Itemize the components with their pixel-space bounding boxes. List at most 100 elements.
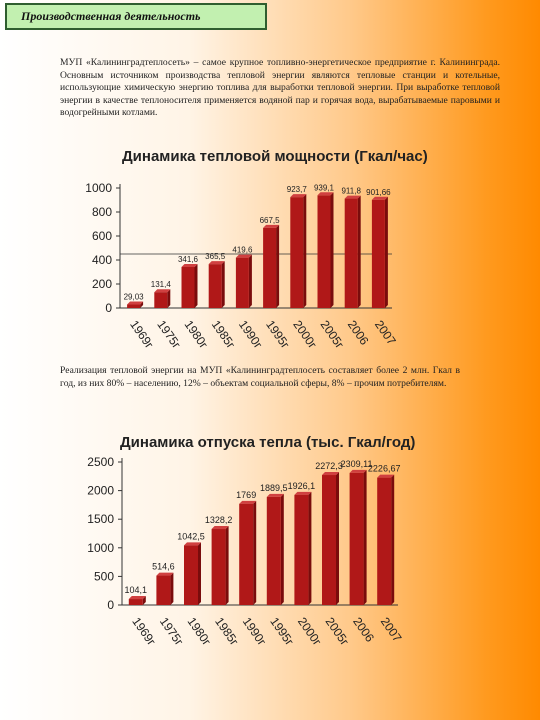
bar-side: [170, 572, 174, 605]
bar-top: [154, 289, 171, 293]
bar: [184, 545, 198, 605]
bar-top: [235, 254, 252, 258]
section-title: Производственная деятельность: [21, 9, 201, 23]
bar-side: [308, 491, 312, 605]
bar: [377, 477, 392, 605]
data-label: 911,8: [341, 187, 361, 196]
y-tick-label: 1000: [87, 541, 114, 555]
data-label: 419,6: [232, 246, 253, 255]
bar: [211, 529, 226, 605]
bar: [154, 292, 168, 308]
y-tick-label: 400: [92, 253, 112, 267]
category-label: 1969г: [129, 615, 159, 649]
chart-1-title: Динамика тепловой мощности (Гкал/час): [122, 148, 428, 165]
bar: [371, 199, 385, 308]
bar-top: [263, 224, 280, 228]
data-label: 1926,1: [288, 481, 316, 491]
bar-side: [357, 195, 361, 308]
bar: [349, 472, 364, 605]
bar: [322, 475, 336, 605]
bar-top: [317, 192, 334, 196]
data-label: 2226,67: [368, 464, 401, 474]
y-tick-label: 200: [92, 277, 112, 291]
y-tick-label: 800: [92, 205, 112, 219]
bar-side: [194, 264, 198, 308]
bar-top: [184, 542, 201, 546]
section-header: Производственная деятельность: [5, 3, 267, 30]
category-label: 1990г: [240, 615, 270, 649]
data-label: 1889,5: [260, 483, 288, 493]
data-label: 923,7: [287, 185, 308, 194]
bar-side: [336, 472, 339, 605]
y-tick-label: 1000: [85, 181, 112, 195]
intro-paragraph: МУП «Калининградтеплосеть» – самое крупн…: [60, 57, 500, 119]
y-tick-label: 0: [105, 301, 112, 315]
y-tick-label: 600: [92, 229, 112, 243]
bar-side: [391, 474, 395, 605]
bar-top: [211, 526, 229, 530]
bar-side: [253, 500, 257, 605]
bar-side: [248, 254, 252, 308]
bar-side: [330, 192, 334, 308]
bar-side: [363, 469, 367, 605]
bar-side: [142, 596, 146, 605]
bar-top: [266, 493, 284, 497]
bar: [239, 503, 254, 605]
bar-top: [371, 196, 388, 200]
bar: [127, 304, 141, 308]
bar: [235, 257, 249, 308]
bar: [128, 599, 143, 605]
bar: [317, 195, 331, 308]
bar-top: [322, 472, 339, 476]
category-label: 2006: [350, 615, 377, 645]
y-tick-label: 2000: [87, 484, 114, 498]
bar: [266, 496, 281, 605]
bar-top: [239, 500, 257, 504]
data-label: 901,66: [366, 188, 391, 197]
bar-side: [225, 526, 229, 605]
bar-side: [384, 196, 388, 308]
bar-top: [208, 261, 225, 265]
bar-top: [127, 301, 144, 305]
data-label: 1042,5: [177, 531, 205, 541]
bar-top: [156, 572, 174, 576]
bar-top: [344, 195, 361, 199]
category-label: 2000г: [295, 615, 325, 649]
bar-top: [290, 194, 307, 198]
bar-top: [349, 469, 367, 473]
category-label: 1995г: [267, 615, 297, 649]
data-label: 667,5: [260, 216, 281, 225]
chart-2-title: Динамика отпуска тепла (тыс. Гкал/год): [120, 434, 416, 451]
category-label: 1985г: [212, 615, 242, 649]
data-label: 939,1: [314, 183, 335, 192]
y-tick-label: 500: [94, 569, 114, 583]
data-label: 2272,3: [315, 461, 343, 471]
bar-top: [181, 264, 198, 268]
bar-top: [377, 474, 395, 478]
bar-side: [198, 542, 201, 605]
bar-side: [276, 224, 280, 308]
category-label: 1980г: [185, 615, 215, 649]
data-label: 514,6: [152, 562, 175, 572]
y-tick-label: 1500: [87, 512, 114, 526]
bar: [208, 264, 222, 308]
data-label: 341,6: [178, 255, 199, 264]
bar: [294, 494, 309, 605]
bar-side: [303, 194, 307, 308]
category-label: 2007: [378, 615, 405, 645]
y-tick-label: 0: [107, 598, 114, 612]
category-label: 2005г: [323, 615, 353, 649]
data-label: 104,1: [125, 585, 148, 595]
data-label: 365,5: [205, 252, 226, 261]
y-tick-label: 2500: [87, 455, 114, 469]
data-label: 29,03: [124, 293, 145, 302]
bar: [181, 267, 195, 308]
bar: [156, 575, 171, 605]
category-label: 1975г: [157, 615, 187, 649]
data-label: 1328,2: [205, 515, 233, 525]
bar-top: [128, 596, 146, 600]
data-label: 131,4: [151, 280, 172, 289]
data-label: 1769: [236, 490, 256, 500]
